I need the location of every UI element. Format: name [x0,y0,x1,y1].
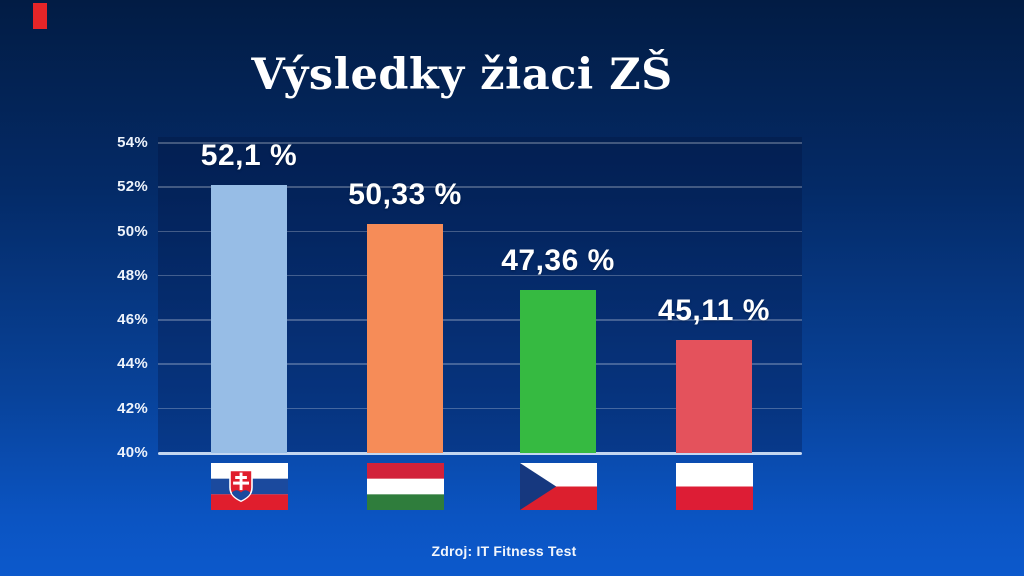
bar-value-label: 52,1 % [200,139,298,173]
bar [520,290,596,453]
y-axis-tick-label: 52% [117,178,148,196]
gridline [158,274,802,277]
accent-bar [33,3,47,29]
hungary-flag-icon [366,463,444,510]
x-axis-line [158,452,802,455]
source-caption: Zdroj: IT Fitness Test [431,543,577,559]
gridline [158,407,802,410]
bar [367,224,443,453]
y-axis-tick-label: 42% [117,399,148,417]
bar-value-label: 45,11 % [658,293,770,327]
y-axis-tick-label: 44% [117,355,148,373]
poland-flag-icon [675,463,753,510]
czechia-flag-icon [519,463,597,510]
gridline [158,142,802,144]
gridline [158,319,802,321]
y-axis-tick-label: 54% [117,134,148,151]
y-axis-tick-label: 46% [117,311,148,329]
gridline [158,186,802,188]
y-axis-tick-label: 48% [117,266,148,284]
y-axis-tick-label: 50% [117,222,148,240]
page-title: Výsledky žiaci ZŠ [251,50,673,100]
y-axis-tick-label: 40% [117,444,148,461]
slovakia-flag-icon [210,463,288,510]
bar [211,185,287,453]
bar-value-label: 50,33 % [348,178,462,212]
bar-value-label: 47,36 % [501,244,615,278]
bar [676,339,752,453]
gridline [158,230,802,233]
gridline [158,363,802,365]
